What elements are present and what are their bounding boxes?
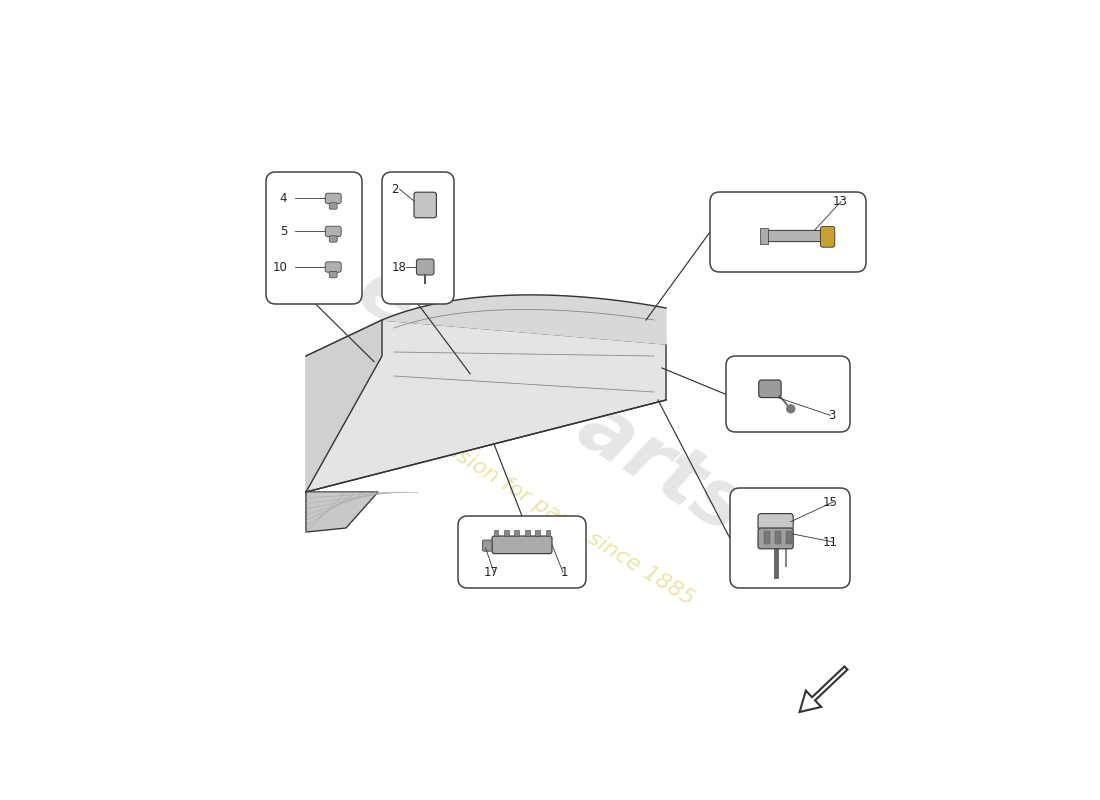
FancyArrow shape [800, 666, 847, 712]
FancyBboxPatch shape [414, 192, 437, 218]
Bar [786, 531, 792, 544]
Bar [504, 530, 509, 536]
Bar [494, 530, 498, 536]
Polygon shape [306, 320, 382, 492]
FancyBboxPatch shape [764, 230, 824, 242]
FancyBboxPatch shape [329, 271, 338, 278]
Text: 1: 1 [561, 566, 568, 578]
FancyBboxPatch shape [458, 516, 586, 588]
FancyBboxPatch shape [266, 172, 362, 304]
FancyBboxPatch shape [382, 172, 454, 304]
FancyBboxPatch shape [759, 380, 781, 398]
FancyBboxPatch shape [329, 202, 338, 209]
Bar [760, 228, 768, 244]
FancyBboxPatch shape [821, 226, 835, 247]
FancyBboxPatch shape [417, 259, 434, 275]
Bar [525, 530, 529, 536]
Text: a passion for parts since 1885: a passion for parts since 1885 [403, 414, 697, 610]
FancyBboxPatch shape [326, 226, 341, 237]
Text: 3: 3 [827, 409, 835, 422]
FancyBboxPatch shape [758, 528, 793, 549]
Text: 15: 15 [823, 495, 838, 509]
FancyBboxPatch shape [758, 514, 793, 530]
Bar [763, 531, 770, 544]
Text: 18: 18 [392, 261, 407, 274]
FancyBboxPatch shape [710, 192, 866, 272]
Polygon shape [382, 295, 666, 344]
Text: 2: 2 [392, 182, 399, 196]
Text: 11: 11 [823, 535, 838, 549]
Text: 17: 17 [484, 566, 498, 578]
Text: 5: 5 [279, 225, 287, 238]
Polygon shape [306, 492, 378, 532]
FancyBboxPatch shape [326, 262, 341, 272]
Bar [774, 531, 781, 544]
FancyBboxPatch shape [492, 536, 552, 554]
FancyBboxPatch shape [483, 540, 492, 551]
Text: 13: 13 [833, 195, 847, 208]
Bar [536, 530, 540, 536]
Text: 4: 4 [279, 192, 287, 205]
Text: 10: 10 [272, 261, 287, 274]
FancyBboxPatch shape [329, 236, 338, 242]
Polygon shape [306, 320, 666, 492]
FancyBboxPatch shape [730, 488, 850, 588]
Bar [515, 530, 519, 536]
Circle shape [786, 405, 794, 413]
FancyBboxPatch shape [326, 193, 341, 203]
FancyBboxPatch shape [726, 356, 850, 432]
Text: euroParts: euroParts [342, 250, 758, 550]
Bar [546, 530, 550, 536]
